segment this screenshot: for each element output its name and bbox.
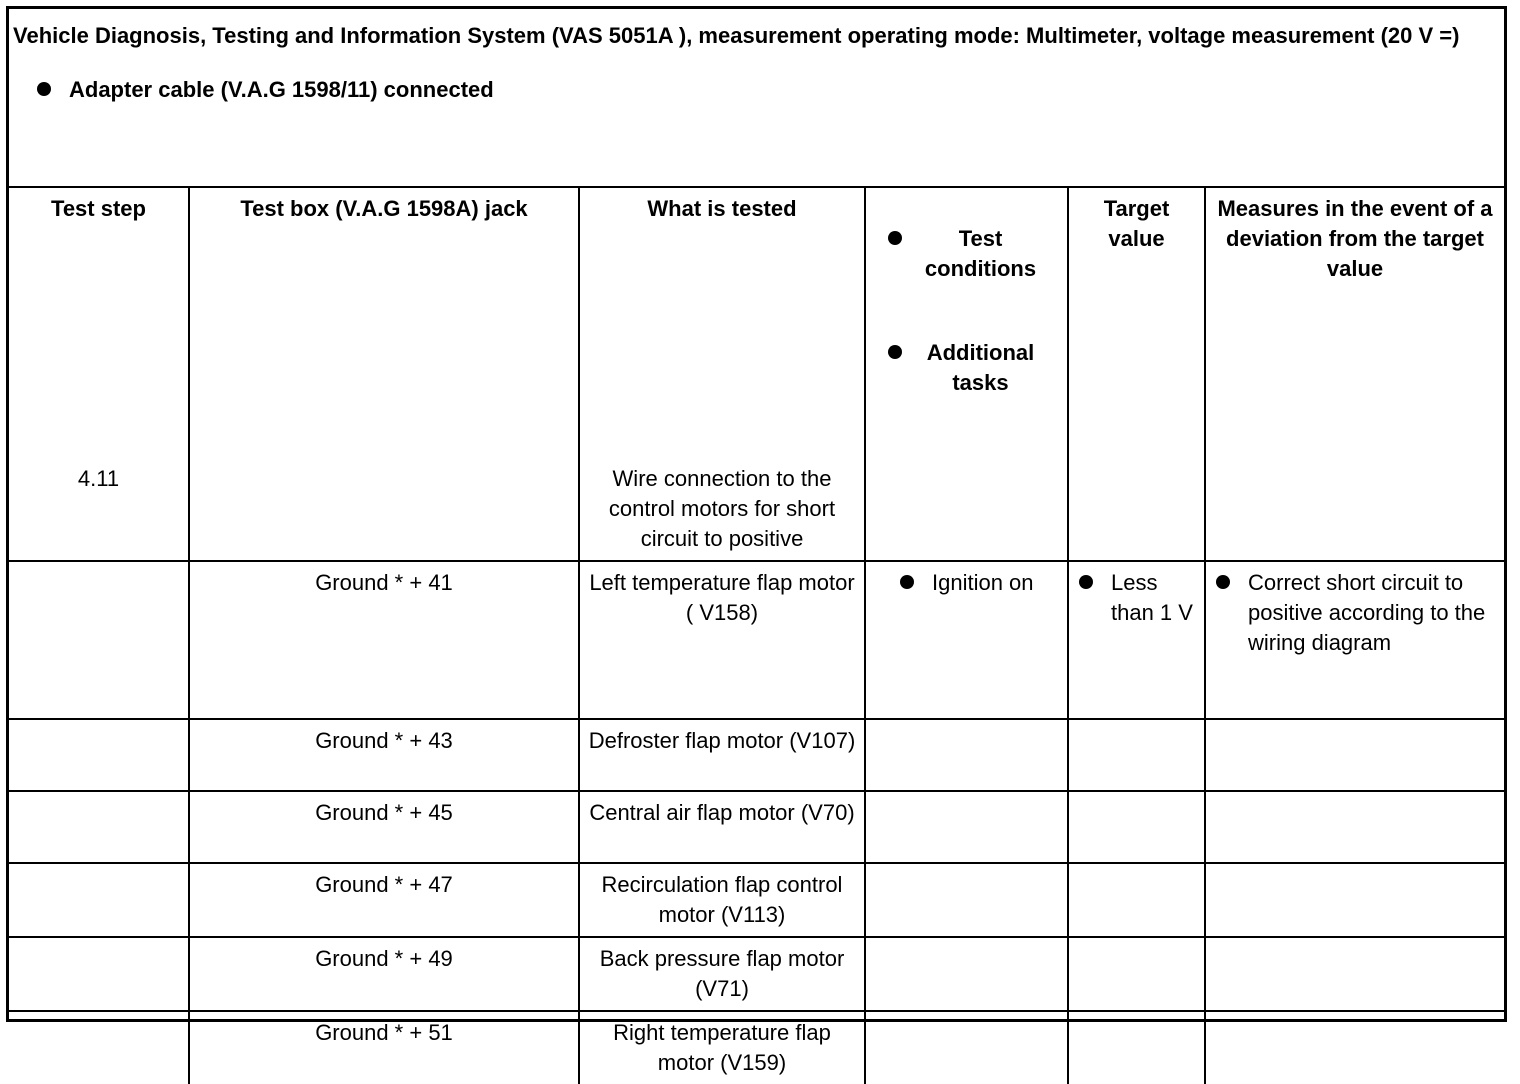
table-row: 4.11 Wire connection to the control motor…	[9, 458, 1504, 562]
document-header: Vehicle Diagnosis, Testing and Informati…	[9, 9, 1504, 188]
cell-what-is-tested: Left temperature flap motor ( V158)	[578, 560, 866, 720]
cell-test-conditions	[864, 1010, 1069, 1084]
header-what-is-tested: What is tested	[578, 188, 866, 458]
cell-target-value	[1067, 458, 1206, 562]
cell-jack: Ground * + 43	[188, 718, 580, 792]
test-table: Test step Test box (V.A.G 1598A) jack Wh…	[9, 188, 1504, 1084]
cell-what-is-tested: Right temperature flap motor (V159)	[578, 1010, 866, 1084]
bullet-icon	[1216, 575, 1230, 589]
prerequisite-item: Adapter cable (V.A.G 1598/11) connected	[13, 75, 1500, 105]
cell-measures	[1204, 936, 1504, 1012]
cell-target-value	[1067, 718, 1206, 792]
document-frame: Vehicle Diagnosis, Testing and Informati…	[6, 6, 1507, 1084]
cell-test-step	[9, 790, 190, 864]
bullet-icon	[887, 345, 902, 359]
cell-test-step: 4.11	[9, 458, 190, 562]
header-test-box-jack: Test box (V.A.G 1598A) jack	[188, 188, 580, 458]
cell-measures	[1204, 790, 1504, 864]
table-row: Ground * + 49 Back pressure flap motor (V…	[9, 936, 1504, 1012]
cell-test-conditions	[864, 790, 1069, 864]
cell-test-step	[9, 862, 190, 938]
cell-what-is-tested: Wire connection to the control motors fo…	[578, 458, 866, 562]
bullet-icon	[887, 231, 902, 245]
header-test-conditions: Test conditions Additional tasks	[864, 188, 1069, 458]
cell-measures	[1204, 718, 1504, 792]
prerequisite-text: Adapter cable (V.A.G 1598/11) connected	[69, 77, 494, 102]
header-test-step: Test step	[9, 188, 190, 458]
cell-what-is-tested: Back pressure flap motor (V71)	[578, 936, 866, 1012]
cell-test-conditions	[864, 862, 1069, 938]
cell-jack	[188, 458, 580, 562]
header-test-conditions-label: Test conditions	[924, 226, 1037, 281]
cell-target-value	[1067, 862, 1206, 938]
cell-test-step	[9, 936, 190, 1012]
cell-what-is-tested: Defroster flap motor (V107)	[578, 718, 866, 792]
table-row: Ground * + 45 Central air flap motor (V70…	[9, 790, 1504, 864]
cell-test-step	[9, 718, 190, 792]
header-additional-tasks-label: Additional tasks	[926, 340, 1035, 395]
bullet-icon	[1079, 575, 1093, 589]
cell-measures	[1204, 458, 1504, 562]
cell-test-conditions-text: Ignition on	[932, 570, 1034, 595]
table-row: Ground * + 43 Defroster flap motor (V107)	[9, 718, 1504, 792]
table-row: Ground * + 51 Right temperature flap moto…	[9, 1010, 1504, 1084]
cell-test-conditions	[864, 936, 1069, 1012]
bullet-icon	[37, 82, 51, 96]
cell-test-conditions	[864, 718, 1069, 792]
table-row: Ground * + 47 Recirculation flap control …	[9, 862, 1504, 938]
cell-target-value-text: Less than 1 V	[1111, 570, 1193, 625]
cell-test-conditions	[864, 458, 1069, 562]
cell-measures: Correct short circuit to positive accord…	[1204, 560, 1504, 720]
cell-target-value	[1067, 1010, 1206, 1084]
cell-measures	[1204, 1010, 1504, 1084]
header-target-value: Target value	[1067, 188, 1206, 458]
cell-jack: Ground * + 41	[188, 560, 580, 720]
cell-measures	[1204, 862, 1504, 938]
cell-test-conditions: Ignition on	[864, 560, 1069, 720]
cell-jack: Ground * + 45	[188, 790, 580, 864]
bullet-icon	[900, 575, 914, 589]
table-header-row: Test step Test box (V.A.G 1598A) jack Wh…	[9, 188, 1504, 458]
cell-target-value: Less than 1 V	[1067, 560, 1206, 720]
cell-target-value	[1067, 790, 1206, 864]
cell-test-step	[9, 560, 190, 720]
cell-jack: Ground * + 49	[188, 936, 580, 1012]
table-row: Ground * + 41 Left temperature flap motor…	[9, 560, 1504, 720]
header-measures: Measures in the event of a deviation fro…	[1204, 188, 1504, 458]
cell-measures-text: Correct short circuit to positive accord…	[1248, 570, 1486, 655]
cell-test-step	[9, 1010, 190, 1084]
document-title: Vehicle Diagnosis, Testing and Informati…	[13, 23, 1460, 48]
cell-what-is-tested: Central air flap motor (V70)	[578, 790, 866, 864]
cell-jack: Ground * + 51	[188, 1010, 580, 1084]
cell-jack: Ground * + 47	[188, 862, 580, 938]
cell-what-is-tested: Recirculation flap control motor (V113)	[578, 862, 866, 938]
cell-target-value	[1067, 936, 1206, 1012]
